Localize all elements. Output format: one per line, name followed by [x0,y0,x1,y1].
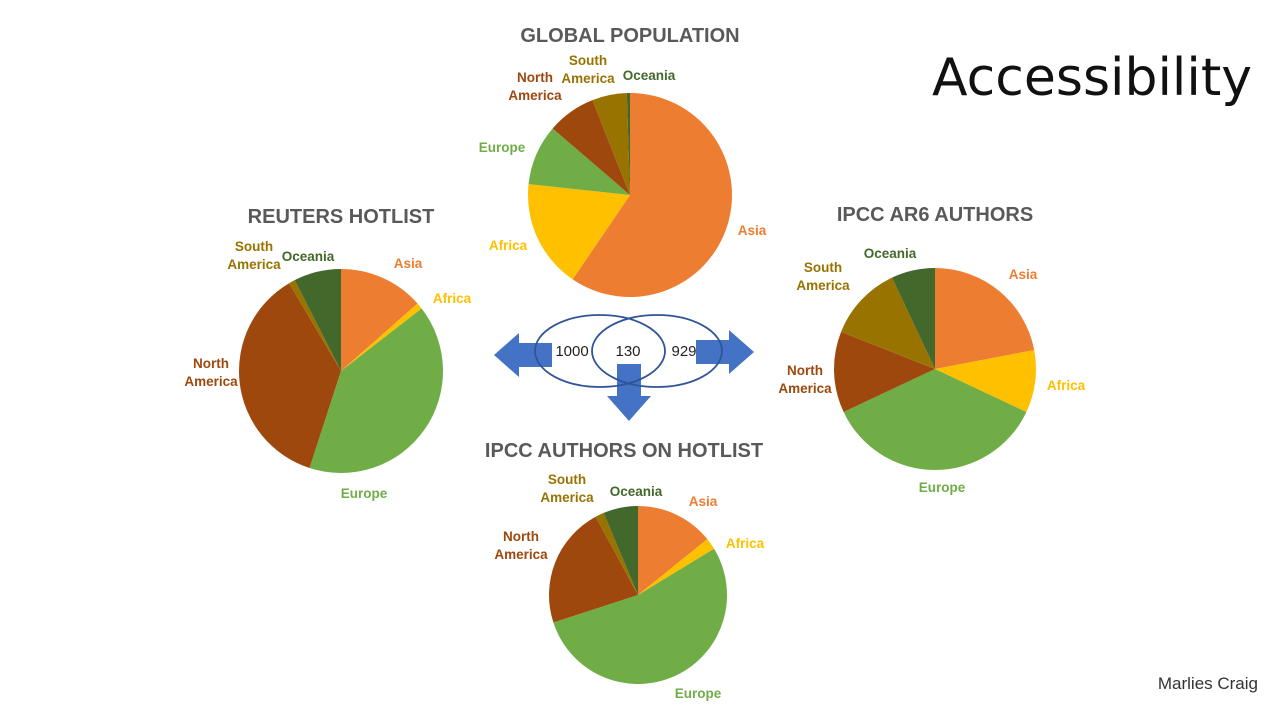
pie-slice-south-america [595,512,638,595]
slice-label-europe: Europe [479,140,526,155]
pie-slice-south-america [592,93,630,195]
arrow-right [696,330,754,374]
pie-slice-europe [843,369,1027,471]
slice-label-asia: Asia [689,494,718,509]
venn-right-count: 929 [671,343,696,360]
slice-label-south-america: South America [540,472,594,505]
pie-slice-north-america [549,516,638,623]
slice-label-africa: Africa [1047,378,1086,393]
chart-title-reuters-hotlist: REUTERS HOTLIST [248,206,435,228]
pie-ipcc-ar6-authors: Asia Africa Europe North America South America… [778,246,1085,495]
pie-slice-asia [341,269,418,371]
pie-slice-asia [572,93,733,297]
slice-label-africa: Africa [726,536,765,551]
pie-slice-north-america [552,100,630,195]
pie-slice-europe [528,128,630,195]
pie-slice-north-america [238,283,341,469]
chart-title-ipcc-ar6-authors: IPCC AR6 AUTHORS [837,204,1033,226]
slice-label-north-america: North America [494,529,548,562]
slice-label-europe: Europe [919,480,966,495]
pie-slice-oceania [294,269,341,371]
slice-label-oceania: Oceania [864,246,917,261]
slice-label-asia: Asia [1009,267,1038,282]
venn-left-ellipse [534,314,666,388]
pie-slice-africa [341,303,422,371]
pie-slice-oceania [603,506,638,595]
chart-title-ipcc-authors-on-hotlist: IPCC AUTHORS ON HOTLIST [485,440,763,462]
slice-label-africa: Africa [489,238,528,253]
chart-title-global-population: GLOBAL POPULATION [520,25,739,47]
slice-label-oceania: Oceania [623,68,676,83]
slide-title: Accessibility [932,48,1252,108]
pie-reuters-hotlist: Asia Africa Europe North America South America… [184,239,471,501]
pie-slice-europe [309,308,444,474]
pie-slice-south-america [289,280,341,371]
slice-label-north-america: North America [508,70,562,103]
slice-label-south-america: South America [796,260,850,293]
arrow-down [607,364,651,421]
venn-left-count: 1000 [555,343,588,360]
slice-label-europe: Europe [341,486,388,501]
slice-label-asia: Asia [738,223,767,238]
pie-slice-africa [527,184,630,280]
pie-slice-north-america [833,331,935,412]
venn-overlap-count: 130 [615,343,640,360]
slice-label-north-america: North America [778,363,832,396]
slice-label-south-america: South America [227,239,281,272]
pie-slice-africa [638,539,715,595]
pie-ipcc-authors-on-hotlist: Asia Africa Europe North America South America… [494,472,764,701]
slice-label-asia: Asia [394,256,423,271]
slice-label-africa: Africa [433,291,472,306]
pie-slice-oceania [626,93,630,195]
pie-slice-asia [935,268,1035,369]
pie-slice-africa [935,350,1037,412]
pie-slice-europe [553,548,728,685]
pie-slice-south-america [841,277,935,369]
arrow-left [494,333,552,377]
author-credit: Marlies Craig [1157,674,1258,693]
pie-slice-asia [638,506,708,595]
venn-right-ellipse [591,314,723,388]
slice-label-south-america: South America [561,53,615,86]
slice-label-oceania: Oceania [610,484,663,499]
slice-label-europe: Europe [675,686,722,701]
slice-label-north-america: North America [184,356,238,389]
slice-label-oceania: Oceania [282,249,335,264]
pie-slice-oceania [892,268,935,369]
